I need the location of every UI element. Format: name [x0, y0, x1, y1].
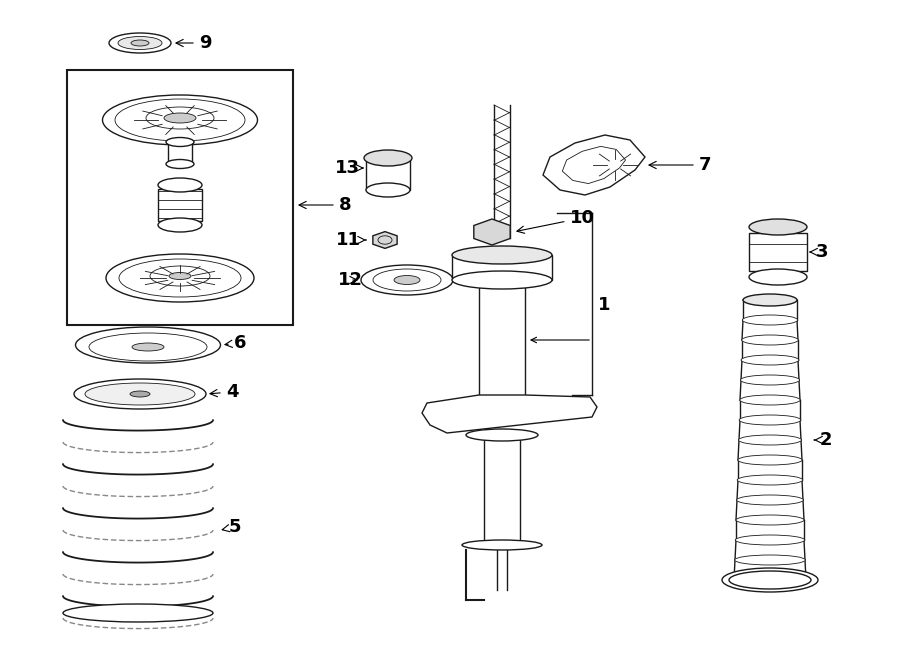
Ellipse shape	[158, 218, 202, 232]
Ellipse shape	[743, 294, 797, 306]
Ellipse shape	[749, 219, 807, 235]
Ellipse shape	[89, 333, 207, 361]
Text: 11: 11	[336, 231, 366, 249]
Ellipse shape	[739, 415, 801, 425]
Ellipse shape	[361, 265, 453, 295]
Ellipse shape	[749, 269, 807, 285]
Ellipse shape	[738, 455, 802, 465]
Ellipse shape	[115, 99, 245, 141]
Ellipse shape	[739, 435, 802, 445]
Ellipse shape	[452, 246, 552, 264]
Ellipse shape	[119, 259, 241, 297]
Ellipse shape	[741, 375, 799, 385]
Ellipse shape	[741, 355, 799, 365]
Ellipse shape	[118, 36, 162, 50]
Bar	[158, 189, 202, 221]
Ellipse shape	[166, 159, 194, 169]
Bar	[67, 70, 293, 325]
Ellipse shape	[74, 379, 206, 409]
Ellipse shape	[722, 568, 818, 592]
Text: 13: 13	[335, 159, 363, 177]
Bar	[452, 255, 552, 280]
Ellipse shape	[462, 540, 542, 550]
Ellipse shape	[366, 183, 410, 197]
Ellipse shape	[164, 113, 196, 123]
Ellipse shape	[106, 254, 254, 302]
Ellipse shape	[373, 269, 441, 291]
Polygon shape	[422, 395, 597, 433]
Ellipse shape	[742, 335, 798, 345]
Ellipse shape	[364, 150, 412, 166]
Ellipse shape	[466, 429, 538, 441]
Ellipse shape	[130, 391, 150, 397]
Text: 1: 1	[598, 296, 610, 314]
Text: 8: 8	[299, 196, 351, 214]
Ellipse shape	[743, 295, 797, 305]
Ellipse shape	[736, 515, 804, 525]
Text: 10: 10	[517, 209, 595, 233]
Ellipse shape	[394, 276, 420, 284]
Ellipse shape	[736, 495, 804, 505]
Ellipse shape	[169, 272, 191, 280]
Ellipse shape	[63, 604, 213, 622]
Polygon shape	[473, 219, 510, 245]
Text: 6: 6	[225, 334, 247, 352]
Ellipse shape	[735, 535, 805, 545]
Ellipse shape	[734, 555, 806, 565]
Text: 4: 4	[210, 383, 239, 401]
Ellipse shape	[69, 607, 207, 619]
Ellipse shape	[109, 33, 171, 53]
Ellipse shape	[146, 107, 214, 129]
Ellipse shape	[76, 327, 220, 363]
Text: 5: 5	[222, 518, 241, 536]
Ellipse shape	[737, 475, 803, 485]
Ellipse shape	[166, 137, 194, 147]
Text: 9: 9	[176, 34, 212, 52]
Text: 7: 7	[649, 156, 711, 174]
Bar	[168, 142, 192, 164]
Polygon shape	[562, 146, 626, 184]
Ellipse shape	[452, 271, 552, 289]
Text: 12: 12	[338, 271, 363, 289]
Polygon shape	[543, 135, 645, 195]
Bar	[749, 233, 807, 271]
Ellipse shape	[740, 395, 800, 405]
Text: 2: 2	[814, 431, 832, 449]
Polygon shape	[373, 231, 397, 249]
Ellipse shape	[150, 266, 210, 286]
Bar	[366, 158, 410, 190]
Ellipse shape	[729, 571, 811, 589]
Ellipse shape	[85, 383, 195, 405]
Ellipse shape	[103, 95, 257, 145]
Ellipse shape	[131, 40, 149, 46]
Ellipse shape	[742, 315, 797, 325]
Text: 3: 3	[810, 243, 828, 261]
Ellipse shape	[132, 343, 164, 351]
Ellipse shape	[158, 178, 202, 192]
